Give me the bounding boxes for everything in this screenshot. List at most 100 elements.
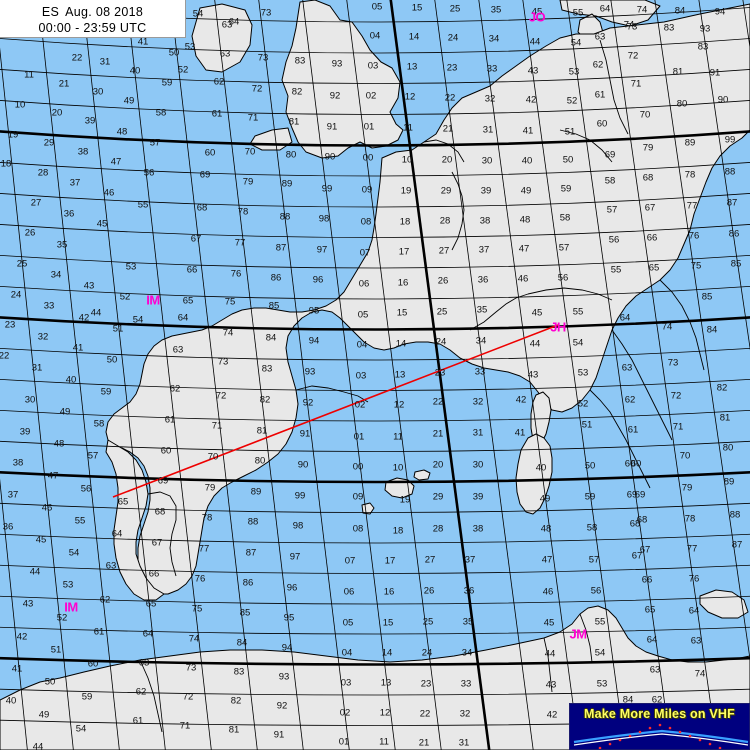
- grid-square-label: 83: [663, 22, 675, 34]
- grid-square-label: 13: [406, 61, 418, 73]
- watermark-text: Make More Miles on VHF: [584, 707, 735, 721]
- grid-square-label: 22: [0, 350, 10, 362]
- grid-square-label: 80: [285, 149, 297, 161]
- grid-square-label: 32: [472, 396, 484, 408]
- grid-square-label: 31: [99, 56, 111, 68]
- grid-square-label: 38: [472, 523, 484, 535]
- grid-square-label: 04: [369, 30, 381, 42]
- grid-square-label: 49: [38, 709, 50, 721]
- grid-square-label: 27: [438, 245, 450, 257]
- grid-square-label: 76: [688, 573, 700, 585]
- grid-square-label: 73: [667, 357, 679, 369]
- grid-square-label: 67: [190, 233, 202, 245]
- grid-square-label: 97: [316, 244, 328, 256]
- grid-square-label: 96: [312, 274, 324, 286]
- grid-square-label: 08: [360, 216, 372, 228]
- grid-square-label: 26: [437, 275, 449, 287]
- grid-square-label: 25: [449, 3, 461, 15]
- grid-square-label: 43: [545, 679, 557, 691]
- grid-square-label: 94: [281, 642, 293, 654]
- grid-square-label: 34: [488, 33, 500, 45]
- grid-square-label: 65: [145, 598, 157, 610]
- grid-square-label: 40: [521, 155, 533, 167]
- grid-square-label: 69: [626, 489, 638, 501]
- grid-square-label: 52: [119, 291, 131, 303]
- grid-square-label: 36: [477, 274, 489, 286]
- grid-square-label: 18: [399, 216, 411, 228]
- grid-square-label: 04: [356, 339, 368, 351]
- grid-square-label: 71: [672, 421, 684, 433]
- grid-square-label: 67: [644, 202, 656, 214]
- grid-square-label: 20: [432, 459, 444, 471]
- grid-square-label: 01: [363, 121, 375, 133]
- grid-square-label: 00: [362, 152, 374, 164]
- grid-square-label: 77: [234, 237, 246, 249]
- grid-square-label: 36: [63, 208, 75, 220]
- grid-square-label: 46: [41, 502, 53, 514]
- grid-square-label: 84: [674, 5, 686, 17]
- grid-square-label: 64: [646, 634, 658, 646]
- grid-square-label: 64: [111, 528, 123, 540]
- grid-square-label: 39: [19, 426, 31, 438]
- grid-square-label: 53: [568, 66, 580, 78]
- grid-square-label: 42: [78, 312, 90, 324]
- grid-square-label: 95: [308, 305, 320, 317]
- grid-square-label: 88: [724, 166, 736, 178]
- grid-square-label: 87: [275, 242, 287, 254]
- grid-square-label: 77: [686, 200, 698, 212]
- grid-square-label: 57: [87, 450, 99, 462]
- grid-square-label: 54: [572, 337, 584, 349]
- grid-square-label: 49: [59, 406, 71, 418]
- grid-square-label: 59: [161, 77, 173, 89]
- grid-square-label: 94: [308, 335, 320, 347]
- grid-square-label: 63: [621, 362, 633, 374]
- grid-square-label: 11: [393, 431, 403, 443]
- grid-square-label: 58: [559, 212, 571, 224]
- grid-square-label: 28: [439, 215, 451, 227]
- grid-square-label: 93: [699, 23, 711, 35]
- grid-square-label: 42: [546, 709, 558, 721]
- grid-square-label: 22: [432, 396, 444, 408]
- grid-square-label: 70: [679, 450, 691, 462]
- grid-square-label: 57: [558, 242, 570, 254]
- grid-square-label: 85: [239, 607, 251, 619]
- grid-square-label: 44: [90, 307, 102, 319]
- header-date: Aug. 08 2018: [65, 5, 144, 19]
- grid-square-label: 41: [72, 342, 84, 354]
- grid-square-label: 85: [730, 258, 742, 270]
- grid-square-label: 84: [265, 332, 277, 344]
- header-time-range: 00:00 - 23:59 UTC: [38, 21, 147, 35]
- grid-square-label: 29: [440, 185, 452, 197]
- grid-square-label: 17: [384, 555, 396, 567]
- grid-square-label: 55: [572, 306, 584, 318]
- grid-square-label: 30: [481, 155, 493, 167]
- grid-square-label: 16: [383, 586, 395, 598]
- grid-square-label: 03: [367, 60, 379, 72]
- grid-square-label: 65: [644, 604, 656, 616]
- grid-square-label: 90: [297, 459, 309, 471]
- grid-square-label: 63: [172, 344, 184, 356]
- grid-square-label: 06: [343, 586, 355, 598]
- grid-square-label: 48: [116, 126, 128, 138]
- grid-square-label: 59: [584, 491, 596, 503]
- grid-square-label: 22: [71, 52, 83, 64]
- grid-square-label: 23: [4, 319, 16, 331]
- grid-square-label: 79: [204, 482, 216, 494]
- grid-square-label: 83: [697, 41, 709, 53]
- grid-square-label: 72: [251, 83, 263, 95]
- grid-square-label: 56: [557, 272, 569, 284]
- grid-square-label: 15: [411, 2, 423, 14]
- grid-square-label: 45: [35, 534, 47, 546]
- grid-square-label: 54: [75, 723, 87, 735]
- grid-square-label: 55: [74, 515, 86, 527]
- grid-square-label: 62: [592, 59, 604, 71]
- grid-square-label: 47: [541, 554, 553, 566]
- grid-square-label: 63: [649, 664, 661, 676]
- grid-parallels: [0, 7, 750, 726]
- grid-square-label: 57: [588, 554, 600, 566]
- grid-square-label: 34: [475, 335, 487, 347]
- grid-square-label: 88: [729, 509, 741, 521]
- grid-square-label: 05: [342, 617, 354, 629]
